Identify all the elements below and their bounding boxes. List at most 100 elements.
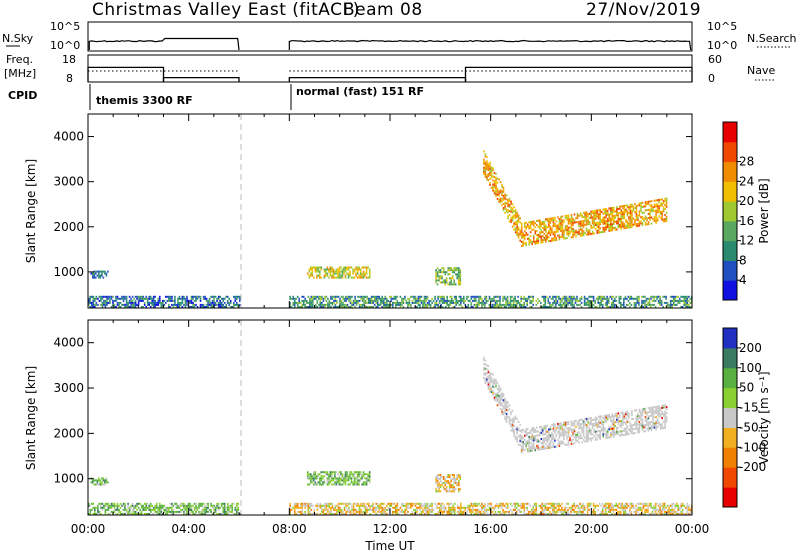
echo-cell [442,271,445,274]
echo-cell [293,508,296,511]
echo-cell [346,306,349,308]
echo-cell [590,224,592,227]
echo-cell [444,281,446,284]
echo-cell [507,205,509,208]
echo-cell [444,279,446,282]
echo-cell [383,510,385,513]
echo-cell [352,481,354,484]
echo-cell [208,297,211,300]
echo-cell [658,413,660,416]
echo-cell [537,448,540,451]
echo-cell [580,301,583,304]
echo-cell [629,207,632,210]
echo-cell [426,306,429,308]
echo-cell [157,303,160,306]
echo-cell [654,299,657,302]
echo-cell [502,194,505,197]
echo-cell [226,504,229,507]
echo-cell [597,436,600,439]
echo-cell [405,299,408,302]
echo-cell [105,479,108,482]
echo-cell [665,412,668,415]
echo-cell [656,203,659,206]
echo-cell [136,297,138,300]
echo-cell [603,216,606,219]
echo-cell [347,483,350,486]
echo-cell [564,433,567,436]
echo-cell [505,303,507,306]
echo-cell [672,297,675,300]
echo-cell [631,412,633,415]
echo-cell [447,267,449,270]
echo-cell [295,502,297,505]
echo-cell [517,216,520,219]
echo-cell [562,301,565,304]
echo-cell [653,299,655,302]
echo-cell [343,479,345,482]
echo-cell [151,299,153,302]
echo-cell [567,423,570,426]
echo-cell [166,506,169,509]
echo-cell [563,432,565,434]
echo-cell [649,214,651,217]
echo-cell [410,506,412,509]
echo-cell [683,297,685,300]
echo-cell [493,297,495,300]
echo-cell [632,418,635,420]
echo-cell [165,510,167,513]
echo-cell [571,303,574,306]
echo-cell [593,216,595,219]
echo-cell [367,301,370,304]
echo-cell [519,434,521,436]
echo-cell [653,297,655,300]
echo-cell [536,446,538,449]
echo-cell [591,306,593,308]
echo-cell [613,423,615,426]
echo-cell [554,239,556,242]
echo-cell [548,224,550,226]
echo-cell [520,226,523,229]
echo-cell [422,301,424,304]
echo-cell [546,226,549,229]
echo-cell [542,439,544,442]
echo-cell [681,306,684,308]
echo-cell [633,297,636,300]
echo-cell [363,502,365,505]
echo-cell [529,306,531,308]
echo-cell [579,418,582,421]
echo-cell [514,227,517,230]
echo-cell [387,306,390,308]
echo-cell [113,299,116,302]
echo-cell [499,395,502,398]
echo-cell [411,299,414,302]
echo-cell [650,216,653,219]
echo-cell [441,306,444,308]
echo-cell [289,504,291,507]
echo-cell [520,234,523,237]
echo-cell [486,368,488,371]
echo-cell [331,479,333,482]
echo-cell [478,295,480,298]
echo-cell [591,230,594,233]
echo-cell [338,471,341,474]
echo-cell [125,297,128,300]
echo-cell [487,371,490,374]
echo-cell [183,513,185,515]
echo-cell [338,272,341,275]
echo-cell [617,222,620,225]
echo-cell [89,510,92,513]
echo-cell [528,221,530,224]
echo-cell [447,303,450,306]
echo-cell [549,301,551,304]
echo-cell [543,303,545,306]
echo-cell [558,428,561,431]
echo-cell [564,303,566,306]
echo-cell [128,301,131,304]
echo-cell [295,504,297,507]
echo-cell [546,430,549,433]
echo-cell [361,473,363,476]
echo-cell [142,508,144,511]
echo-cell [344,471,347,474]
echo-cell [332,274,335,277]
echo-cell [325,295,328,298]
